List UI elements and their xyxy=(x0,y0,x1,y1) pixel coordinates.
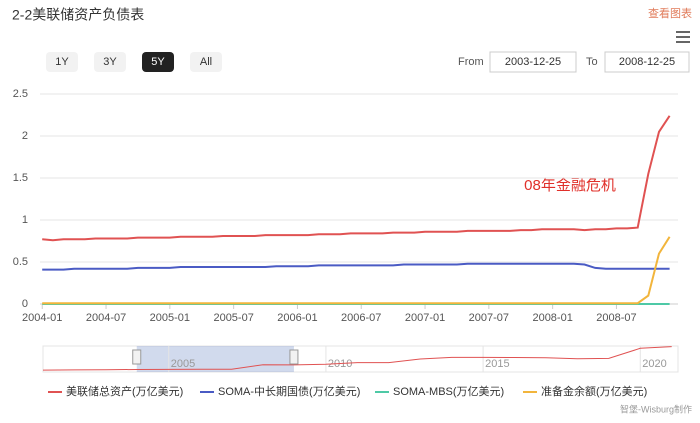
title: 2-2美联储资产负债表 xyxy=(12,7,144,23)
range-button[interactable] xyxy=(142,52,174,72)
range-button-label: All xyxy=(200,56,212,68)
navigator-handle[interactable] xyxy=(289,349,299,365)
to-label: To xyxy=(586,56,598,68)
x-tick-label: 2004-01 xyxy=(22,312,62,324)
range-button-label: 5Y xyxy=(151,56,165,68)
navigator-tick-label: 2015 xyxy=(485,358,509,370)
legend-label[interactable]: 美联储总资产(万亿美元) xyxy=(66,384,183,398)
from-input[interactable] xyxy=(489,51,577,73)
legend-label[interactable]: SOMA-MBS(万亿美元) xyxy=(393,385,504,398)
navigator-line xyxy=(42,346,672,371)
annotation: 08年金融危机 xyxy=(524,177,616,194)
series-line xyxy=(42,236,671,305)
x-tick-label: 2006-07 xyxy=(341,312,381,324)
range-button[interactable] xyxy=(94,52,126,72)
legend-label[interactable]: 准备金余额(万亿美元) xyxy=(541,384,647,398)
range-button-label: 1Y xyxy=(55,56,69,68)
navigator-tick-label: 2020 xyxy=(642,358,666,370)
to-input[interactable] xyxy=(604,51,690,73)
from-label: From xyxy=(458,56,484,68)
y-tick-label: 1 xyxy=(22,214,28,226)
range-button[interactable] xyxy=(46,52,78,72)
menu-icon[interactable] xyxy=(676,31,690,43)
navigator-selection[interactable] xyxy=(136,346,294,372)
x-tick-label: 2005-01 xyxy=(150,312,190,324)
navigator-tick-label: 2005 xyxy=(171,358,195,370)
from-value: 2003-12-25 xyxy=(505,56,561,68)
y-tick-label: 0.5 xyxy=(13,256,28,268)
series-line xyxy=(42,262,670,271)
x-tick-label: 2008-07 xyxy=(596,312,636,324)
range-button-label: 3Y xyxy=(103,56,117,68)
navigator-frame xyxy=(42,345,679,373)
y-tick-label: 2.5 xyxy=(13,88,28,100)
legend-label[interactable]: SOMA-中长期国债(万亿美元) xyxy=(218,384,360,398)
view-chart-link[interactable]: 查看图表 xyxy=(648,6,692,20)
navigator-handle[interactable] xyxy=(132,349,142,365)
x-tick-label: 2007-07 xyxy=(469,312,509,324)
range-button[interactable] xyxy=(190,52,222,72)
x-tick-label: 2005-07 xyxy=(213,312,253,324)
x-tick-label: 2006-01 xyxy=(277,312,317,324)
y-tick-label: 0 xyxy=(22,298,28,310)
series-line xyxy=(42,115,671,242)
credit: 智堡-Wisburg制作 xyxy=(620,403,692,414)
y-tick-label: 1.5 xyxy=(13,172,28,184)
x-tick-label: 2007-01 xyxy=(405,312,445,324)
to-value: 2008-12-25 xyxy=(619,56,675,68)
x-tick-label: 2004-07 xyxy=(86,312,126,324)
x-tick-label: 2008-01 xyxy=(532,312,572,324)
y-tick-label: 2 xyxy=(22,130,28,142)
